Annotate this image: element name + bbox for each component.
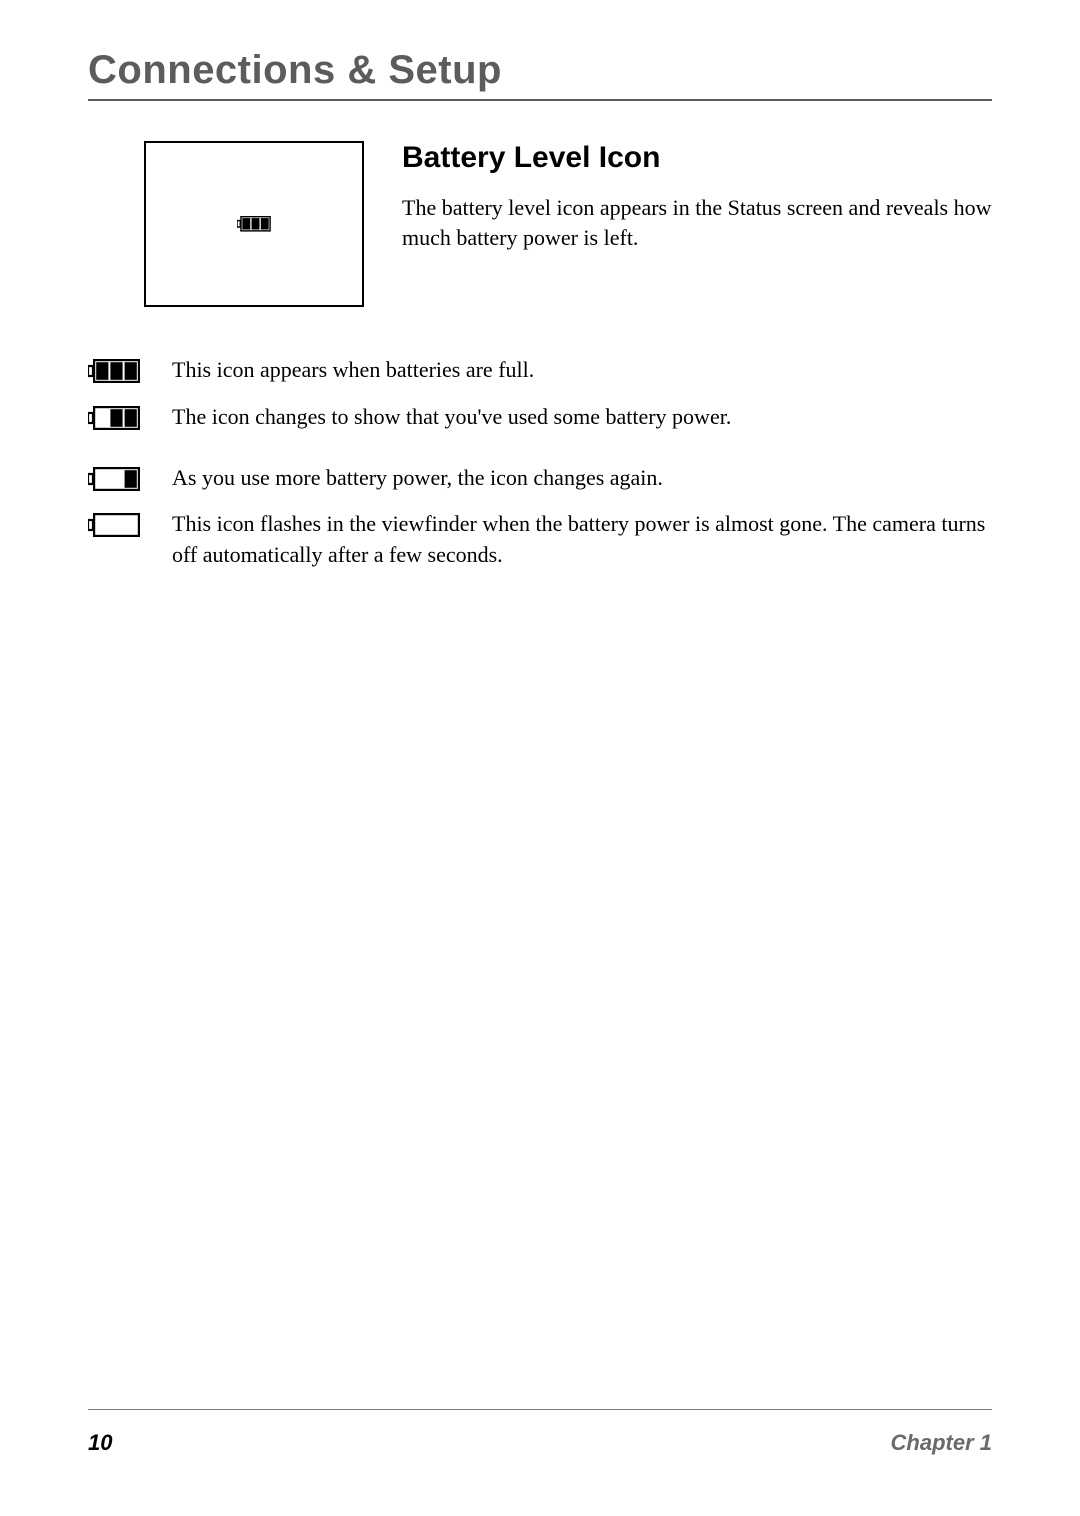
- battery-level-desc: The icon changes to show that you've use…: [172, 402, 992, 433]
- intro-row: Battery Level Icon The battery level ico…: [144, 141, 992, 307]
- battery-level-row: This icon flashes in the viewfinder when…: [88, 509, 992, 571]
- page-footer: 10 Chapter 1: [88, 1409, 992, 1456]
- battery-level-desc: As you use more battery power, the icon …: [172, 463, 992, 494]
- page-number: 10: [88, 1430, 112, 1456]
- battery-level-list: This icon appears when batteries are ful…: [88, 355, 992, 587]
- battery-icon: [88, 467, 144, 491]
- battery-icon: [237, 216, 271, 232]
- chapter-label: Chapter 1: [891, 1430, 992, 1456]
- battery-level-desc: This icon appears when batteries are ful…: [172, 355, 992, 386]
- battery-icon: [88, 513, 144, 537]
- battery-level-row: As you use more battery power, the icon …: [88, 463, 992, 494]
- battery-level-row: This icon appears when batteries are ful…: [88, 355, 992, 386]
- battery-level-row: The icon changes to show that you've use…: [88, 402, 992, 433]
- status-screen-box: [144, 141, 364, 307]
- battery-icon: [88, 406, 144, 430]
- battery-level-desc: This icon flashes in the viewfinder when…: [172, 509, 992, 571]
- intro-copy: Battery Level Icon The battery level ico…: [402, 141, 992, 307]
- section-intro: The battery level icon appears in the St…: [402, 193, 992, 252]
- page-title: Connections & Setup: [88, 48, 992, 101]
- battery-icon: [88, 359, 144, 383]
- section-heading: Battery Level Icon: [402, 141, 992, 175]
